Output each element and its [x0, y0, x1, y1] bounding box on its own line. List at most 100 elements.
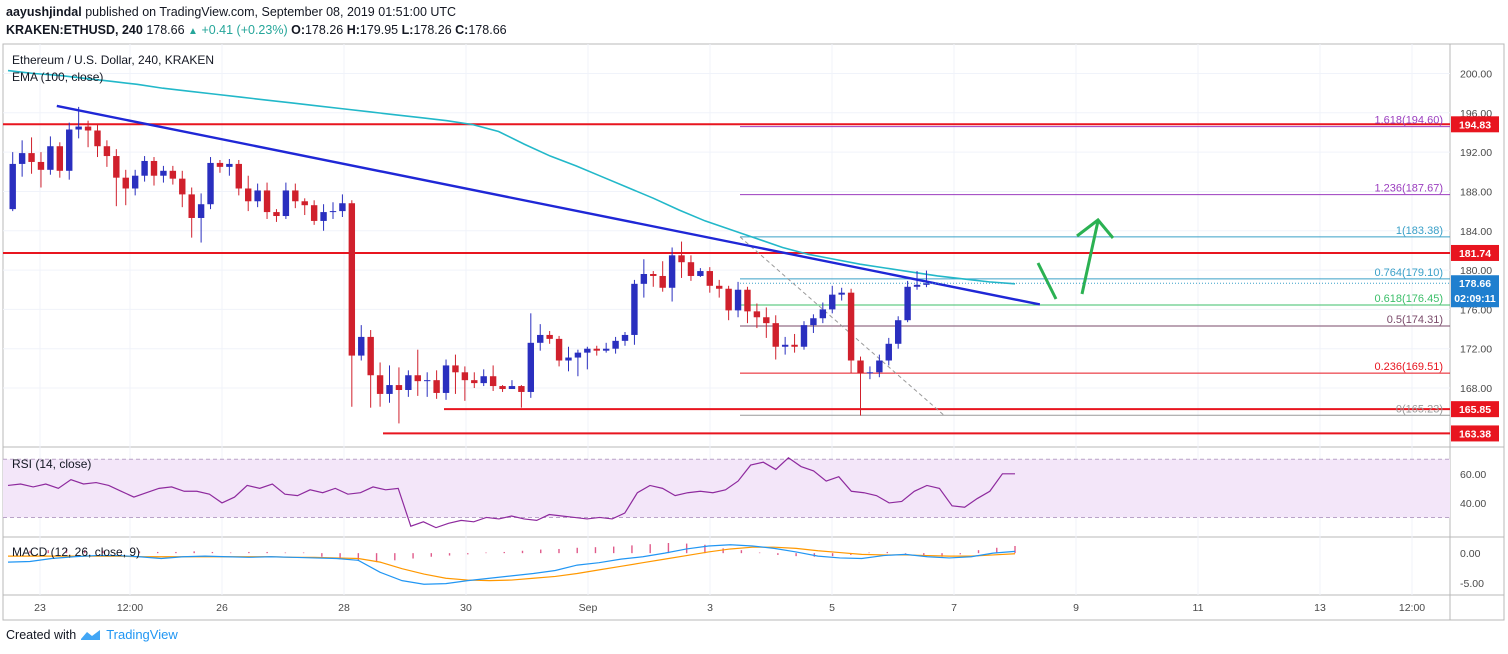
- horizontal-levels: [3, 123, 1450, 435]
- candle-body: [763, 317, 770, 324]
- candle-body: [358, 336, 365, 356]
- high-label: H:: [346, 23, 360, 37]
- time-tick-label: 9: [1073, 602, 1079, 614]
- tradingview-brand[interactable]: TradingView: [106, 627, 178, 642]
- candle-body: [866, 372, 874, 374]
- candle-body: [744, 289, 751, 312]
- candle-body: [329, 211, 337, 213]
- price-tick-label: 200.00: [1460, 68, 1492, 80]
- candle-body: [781, 344, 789, 347]
- price-tick-label: 192.00: [1460, 147, 1492, 159]
- fib-swing-line: [739, 236, 945, 416]
- candle-body: [94, 130, 101, 147]
- ema-line: [7, 69, 1016, 285]
- created-with-text: Created with: [6, 627, 77, 642]
- time-tick-label: 5: [829, 602, 835, 614]
- candle-body: [894, 320, 902, 344]
- chart-header: aayushjindal published on TradingView.co…: [6, 3, 507, 41]
- fib-level-label: 0.764(179.10): [1375, 267, 1444, 279]
- quote-line: KRAKEN:ETHUSD, 240 178.66 ▲ +0.41 (+0.23…: [6, 21, 507, 41]
- candle-body: [310, 205, 318, 221]
- candle-body: [650, 274, 657, 276]
- candle-body: [395, 385, 403, 390]
- candle-body: [9, 163, 16, 210]
- candle-body: [678, 255, 685, 263]
- pane-legends: Ethereum / U.S. Dollar, 240, KRAKEN EMA …: [12, 53, 214, 559]
- price-tick-label: 176.00: [1460, 304, 1492, 316]
- fib-level-label: 1.618(194.60): [1375, 115, 1444, 127]
- time-tick-label: 12:00: [117, 602, 143, 614]
- level-badge: [1451, 401, 1499, 418]
- level-badge: [1451, 116, 1499, 133]
- green-arrow-head: [1076, 217, 1115, 239]
- candle-body: [668, 255, 676, 288]
- rsi-tick-label: 60.00: [1460, 469, 1486, 481]
- rsi-band-fill: [3, 459, 1450, 518]
- price-tick-label: 172.00: [1460, 344, 1492, 356]
- candle-body: [37, 161, 45, 170]
- candle-body: [612, 340, 619, 349]
- candle-body: [838, 292, 845, 295]
- candle-body: [527, 342, 535, 392]
- candle-body: [697, 271, 704, 276]
- candle-body: [725, 288, 732, 311]
- fibonacci-levels: 1.618(194.60) 1.236(187.67) 1(183.38) 0.764…: [739, 115, 1450, 416]
- candle-body: [537, 334, 544, 343]
- candle-body: [405, 375, 412, 390]
- candle-body: [734, 289, 742, 311]
- candle-body: [131, 175, 139, 189]
- candle-body: [574, 352, 582, 358]
- candle-body: [471, 380, 478, 384]
- candle-body: [687, 262, 695, 276]
- candle-body: [320, 212, 327, 221]
- candle-body: [621, 334, 629, 341]
- trendline[interactable]: [56, 104, 1041, 306]
- close-label: C:: [455, 23, 469, 37]
- macd-legend: MACD (12, 26, close, 9): [12, 545, 140, 559]
- candle-body: [150, 160, 158, 176]
- chart-title: Ethereum / U.S. Dollar, 240, KRAKEN: [12, 53, 214, 67]
- candle-body: [518, 386, 525, 392]
- price-tick-label: 188.00: [1460, 186, 1492, 198]
- macd-tick-label: -5.00: [1460, 578, 1484, 590]
- time-tick-label: 26: [216, 602, 228, 614]
- candle-body: [263, 190, 271, 213]
- bearish-trendline: [56, 104, 1041, 306]
- candle-body: [584, 348, 591, 353]
- tradingview-logo-icon: [81, 629, 101, 640]
- candle-body: [226, 163, 233, 167]
- price-tick-label: 168.00: [1460, 383, 1492, 395]
- price-tick-label: 184.00: [1460, 226, 1492, 238]
- candle-body: [452, 365, 459, 373]
- candle-body: [301, 201, 308, 206]
- candle-body: [508, 386, 516, 390]
- price-grid: [3, 44, 1450, 595]
- candle-body: [555, 338, 563, 361]
- candle-body: [292, 190, 299, 202]
- high-value: 179.95: [359, 23, 399, 37]
- level-badge-label: 165.85: [1459, 404, 1491, 416]
- author-name[interactable]: aayushjindal: [6, 5, 82, 19]
- candle-body: [56, 146, 64, 171]
- level-badge-label: 163.38: [1459, 428, 1491, 440]
- candle-body: [876, 360, 883, 373]
- countdown-label: 02:09:11: [1454, 293, 1496, 305]
- candle-body: [885, 343, 892, 361]
- candle-body: [489, 376, 497, 387]
- candle-body: [602, 348, 610, 351]
- fib-level-label: 0.236(169.51): [1375, 361, 1444, 373]
- candle-body: [273, 212, 280, 217]
- rsi-pane: [7, 457, 1015, 529]
- candle-body: [857, 360, 864, 374]
- candle-body: [179, 178, 186, 195]
- fib-level-label: 0.5(174.31): [1387, 314, 1443, 326]
- time-tick-label: 12:00: [1399, 602, 1425, 614]
- candle-body: [659, 275, 666, 288]
- price-badges: 194.83 181.74 165.85 163.38 178.66 02:09:11: [1451, 116, 1499, 442]
- candle-body: [169, 170, 177, 179]
- candle-body: [47, 146, 54, 170]
- candle-body: [113, 156, 120, 178]
- candle-body: [546, 334, 553, 339]
- candle-body: [376, 375, 384, 394]
